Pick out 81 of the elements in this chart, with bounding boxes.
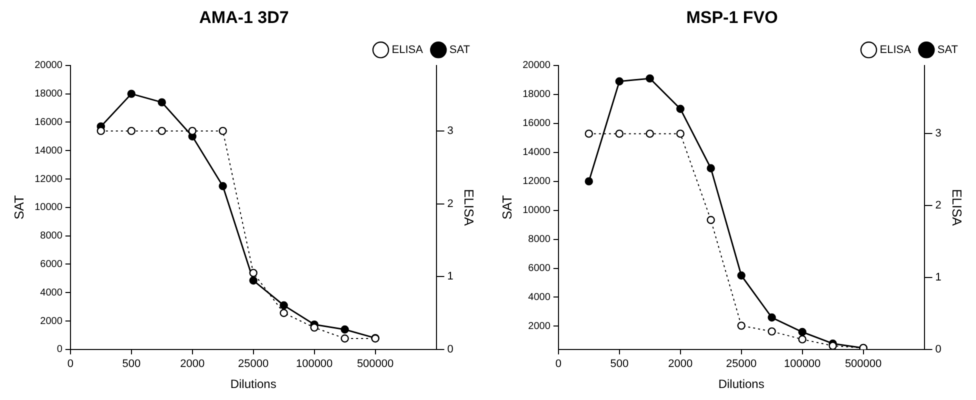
x-tick-label: 25000 (238, 358, 269, 370)
x-tick-label: 0 (555, 358, 562, 370)
point (646, 130, 654, 138)
point (340, 334, 349, 343)
point (280, 308, 288, 318)
y-tick-label: 14000 (522, 147, 551, 158)
y2-tick-label: 0 (447, 343, 454, 356)
point (798, 328, 806, 336)
y-tick-label: 10000 (34, 202, 63, 214)
x-axis-title: Dilutions (718, 377, 764, 392)
y-axis-title: SAT (499, 195, 514, 220)
point (615, 77, 624, 86)
y-tick-label: 8000 (528, 234, 551, 246)
y2-tick-label: 1 (447, 270, 454, 283)
y-tick-label: 4000 (528, 292, 551, 303)
y-tick-label: 2000 (528, 320, 551, 332)
point (158, 126, 166, 136)
x-tick-label: 500 (122, 358, 141, 370)
point (340, 325, 349, 334)
y2-tick-label: 0 (935, 343, 942, 356)
point (584, 177, 593, 186)
y-tick-label: 12000 (522, 176, 551, 188)
x-tick-label: 500000 (844, 358, 882, 370)
point (646, 74, 654, 83)
x-tick-label: 100000 (784, 358, 821, 370)
point (706, 216, 715, 224)
x-tick-label: 25000 (726, 358, 757, 370)
y-tick-label: 6000 (528, 263, 551, 274)
y-tick-label: 0 (56, 344, 63, 356)
x-tick-label: 100000 (296, 358, 333, 370)
y-tick-label: 2000 (40, 316, 63, 327)
chart-title: MSP-1 FVO (686, 8, 778, 27)
y2-tick-label: 2 (935, 200, 942, 212)
x-tick-label: 500000 (356, 358, 394, 370)
point (249, 276, 258, 285)
y-tick-label: 18000 (34, 88, 63, 100)
y-tick-label: 18000 (522, 89, 551, 100)
y-tick-label: 20000 (34, 60, 63, 72)
legend-label: ELISA (392, 44, 424, 56)
point (676, 104, 684, 113)
legend-label: ELISA (880, 44, 912, 56)
point (127, 90, 136, 98)
y-tick-label: 14000 (34, 145, 63, 156)
y2-tick-label: 2 (447, 198, 454, 210)
point (249, 268, 258, 278)
point (737, 322, 746, 330)
point (676, 130, 684, 138)
y-tick-label: 12000 (34, 174, 63, 185)
y-tick-label: 10000 (522, 205, 551, 216)
point (218, 126, 227, 136)
y-tick-label: 20000 (522, 60, 551, 72)
point (768, 313, 776, 322)
legend-label: SAT (937, 44, 958, 56)
point (158, 98, 166, 106)
y-tick-label: 6000 (40, 258, 63, 270)
x-tick-label: 2000 (668, 358, 693, 370)
y2-axis-title: ELISA (950, 188, 965, 226)
x-tick-label: 2000 (180, 358, 205, 370)
point (280, 301, 288, 310)
y2-tick-label: 1 (935, 272, 942, 284)
point (127, 126, 136, 136)
chart-title: AMA-1 3D7 (199, 8, 289, 27)
point (768, 327, 776, 336)
y-tick-label: 16000 (34, 116, 63, 128)
y2-tick-label: 3 (447, 124, 454, 137)
point (615, 130, 624, 138)
y2-axis-title: ELISA (462, 188, 477, 226)
point (584, 130, 593, 138)
y-tick-label: 8000 (40, 230, 63, 242)
point (737, 271, 746, 280)
point (798, 335, 806, 344)
point (706, 164, 715, 172)
y-tick-label: 4000 (40, 287, 63, 298)
legend-label: SAT (449, 44, 470, 56)
x-tick-label: 0 (67, 358, 74, 370)
x-tick-label: 500 (610, 358, 629, 370)
y-axis-title: SAT (11, 195, 26, 220)
y2-tick-label: 3 (935, 128, 942, 140)
y-tick-label: 16000 (522, 118, 551, 130)
point (218, 182, 227, 190)
x-axis-title: Dilutions (230, 377, 276, 392)
